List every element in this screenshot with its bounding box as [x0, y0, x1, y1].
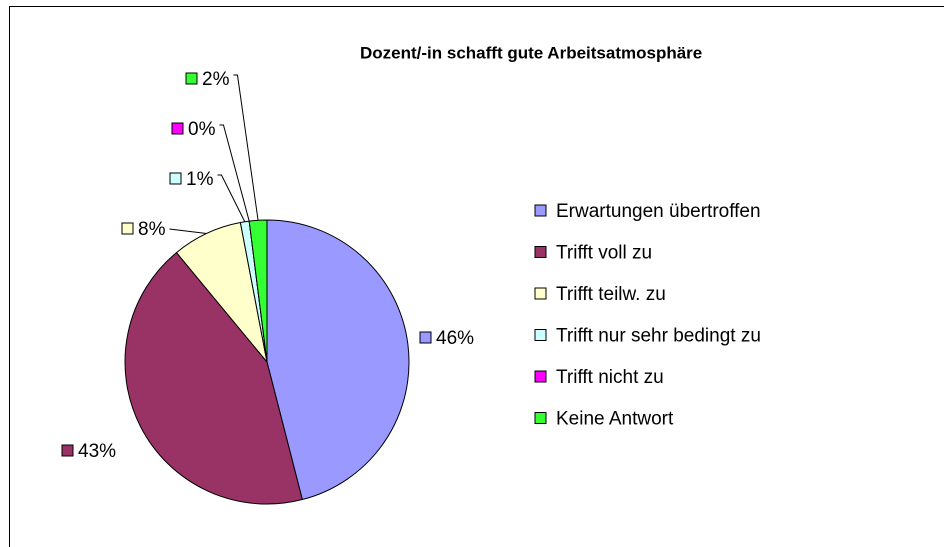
- chart-frame: [9, 6, 944, 547]
- legend-label: Trifft nur sehr bedingt zu: [556, 326, 761, 347]
- chart-title: Dozent/-in schafft gute Arbeitsatmosphär…: [360, 43, 702, 62]
- data-label: 43%: [78, 441, 116, 462]
- data-label: 1%: [186, 169, 214, 190]
- pie-slice: [124, 251, 303, 505]
- pie-slice: [266, 219, 410, 501]
- legend-key: [534, 287, 547, 300]
- label-key: [169, 172, 182, 185]
- label-key: [121, 222, 134, 235]
- legend-key: [534, 370, 547, 383]
- legend-label: Trifft teilw. zu: [556, 284, 666, 305]
- leader-line: [169, 228, 207, 235]
- legend-label: Trifft nicht zu: [556, 367, 664, 388]
- label-key: [61, 444, 74, 457]
- legend-key: [534, 412, 547, 424]
- label-key: [171, 122, 184, 135]
- data-label: 46%: [436, 328, 474, 349]
- pie-slice: [248, 219, 268, 363]
- leader-line: [233, 74, 259, 221]
- data-label: 2%: [202, 69, 230, 90]
- leader-line: [217, 174, 246, 222]
- legend-label: Trifft voll zu: [556, 243, 652, 264]
- label-key: [419, 331, 432, 344]
- leader-line: [219, 124, 250, 222]
- legend-key: [534, 204, 547, 217]
- label-key: [185, 72, 198, 85]
- data-label: 8%: [138, 219, 166, 240]
- legend-label: Keine Antwort: [556, 409, 674, 430]
- legend-label: Erwartungen übertroffen: [556, 201, 761, 222]
- legend-key: [534, 246, 547, 258]
- legend-key: [534, 329, 547, 341]
- data-label: 0%: [188, 119, 216, 140]
